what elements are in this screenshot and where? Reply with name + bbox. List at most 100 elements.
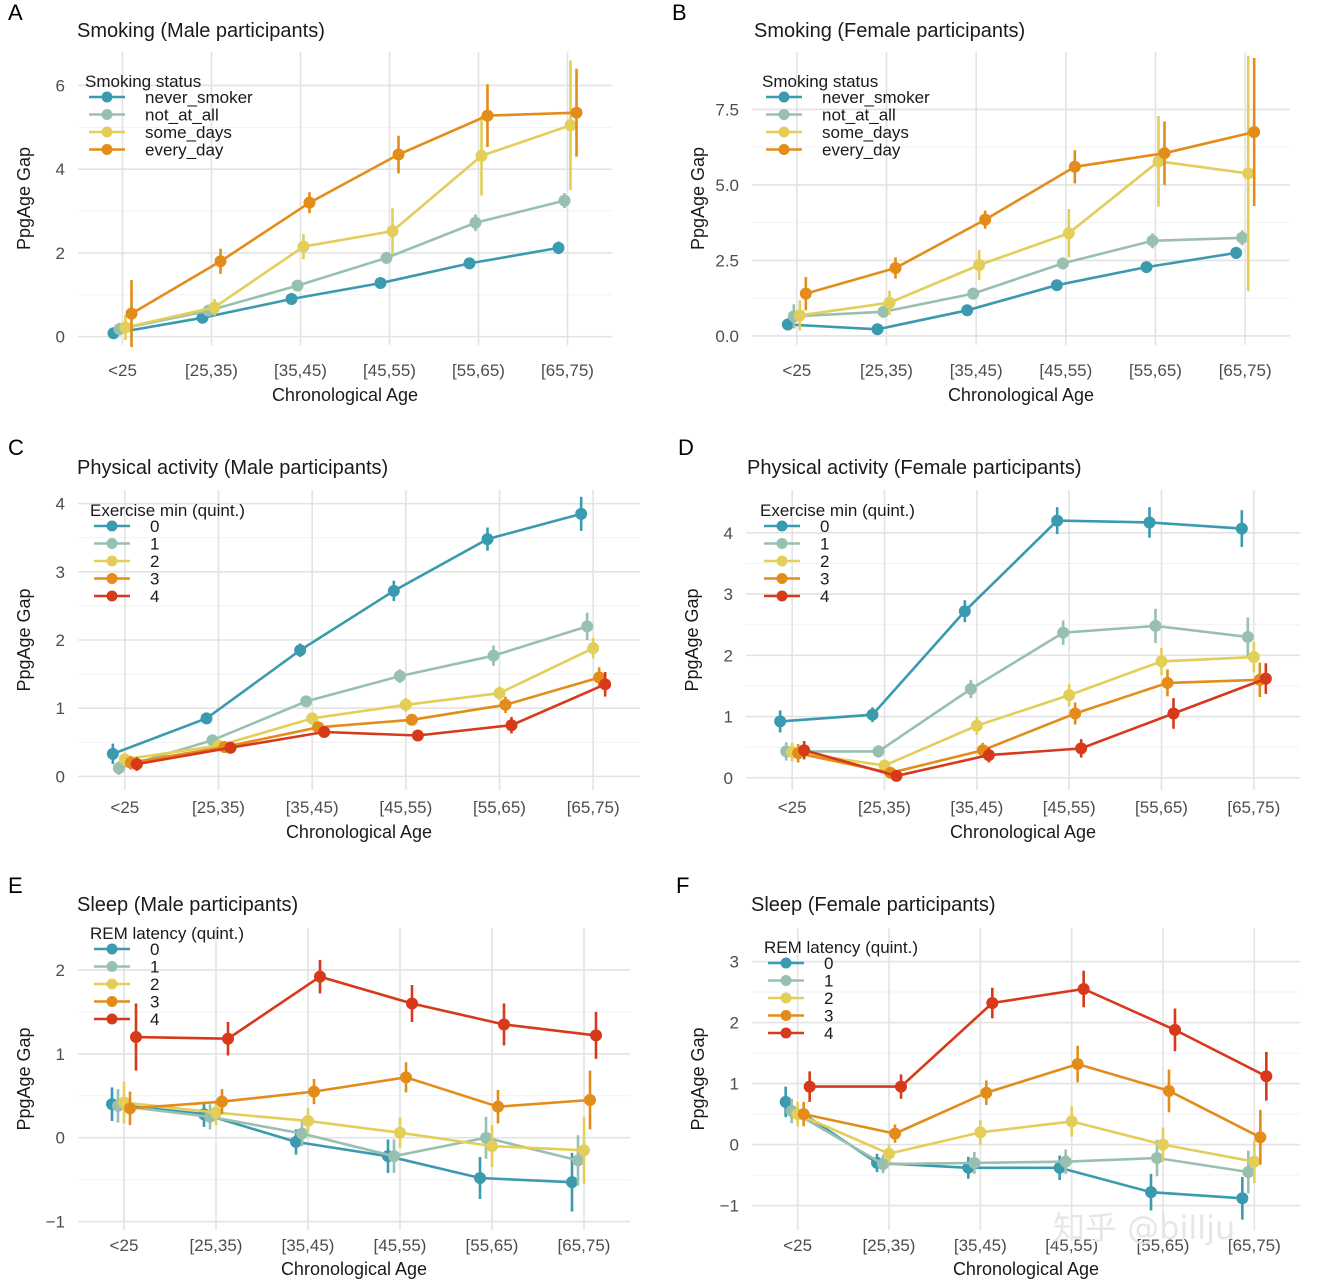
- data-point: [964, 682, 977, 695]
- data-point: [125, 307, 138, 320]
- x-tick-label: [65,75): [567, 798, 620, 817]
- data-point: [392, 148, 405, 161]
- series-line: [123, 1101, 585, 1152]
- series-2: [791, 1101, 1261, 1184]
- legend-title: REM latency (quint.): [764, 938, 918, 957]
- data-point: [1057, 626, 1070, 639]
- legend-item-label: 0: [150, 940, 159, 959]
- data-point: [1235, 522, 1248, 535]
- data-point: [290, 1135, 302, 1148]
- y-tick-label: 5.0: [715, 176, 739, 195]
- data-point: [318, 726, 331, 739]
- data-point: [599, 678, 612, 691]
- data-point: [1236, 1192, 1249, 1205]
- data-point: [380, 251, 393, 264]
- data-point: [493, 687, 506, 700]
- y-tick-label: 1: [56, 1045, 65, 1064]
- x-tick-label: [55,65): [1129, 361, 1182, 380]
- legend-item-label: never_smoker: [822, 88, 930, 107]
- data-point: [306, 712, 319, 725]
- x-tick-label: [25,35): [185, 361, 238, 380]
- x-axis-label: Chronological Age: [948, 385, 1094, 405]
- data-point: [1050, 279, 1063, 292]
- data-point: [883, 1147, 895, 1160]
- y-tick-label: 0.0: [715, 327, 739, 346]
- legend-item-label: 4: [820, 587, 829, 606]
- x-tick-label: [45,55): [1045, 1236, 1098, 1255]
- data-point: [1259, 672, 1272, 685]
- data-point: [393, 670, 406, 683]
- series-line: [797, 678, 1260, 775]
- data-point: [877, 1158, 889, 1171]
- panel-title: Smoking (Male participants): [77, 20, 325, 42]
- series-line: [803, 677, 1267, 778]
- data-point: [296, 1127, 308, 1140]
- legend-item-label: 0: [824, 954, 833, 973]
- data-point: [405, 713, 418, 726]
- series-not_at_all: [113, 193, 571, 336]
- data-point: [222, 1032, 234, 1045]
- series-never_smoker: [107, 241, 565, 340]
- data-point: [1163, 1084, 1175, 1097]
- series-line: [797, 1112, 1255, 1163]
- y-tick-label: 3: [724, 585, 733, 604]
- data-point: [406, 997, 418, 1010]
- data-point: [1167, 707, 1180, 720]
- data-point: [895, 1080, 907, 1093]
- data-point: [575, 507, 588, 520]
- legend-key-point: [101, 144, 113, 155]
- series-0: [779, 1086, 1249, 1220]
- data-point: [486, 1140, 498, 1153]
- panel-letter: A: [8, 0, 23, 25]
- x-tick-label: <25: [110, 798, 139, 817]
- data-point: [967, 287, 980, 300]
- legend-item-label: never_smoker: [145, 88, 253, 107]
- data-point: [130, 1031, 142, 1044]
- series-4: [130, 672, 612, 771]
- legend-key-point: [106, 943, 118, 955]
- series-line: [791, 1109, 1249, 1174]
- legend-key-point: [780, 957, 792, 969]
- series-4: [798, 663, 1272, 782]
- data-point: [799, 287, 812, 300]
- data-point: [208, 301, 221, 314]
- x-axis-label: Chronological Age: [286, 822, 432, 842]
- data-point: [106, 747, 119, 760]
- panel-letter: B: [672, 0, 687, 25]
- data-point: [386, 225, 399, 238]
- panel-b: 0.0 2.5 5.0 7.5 <25 [25,35) [35,45) [45,55) [55,…: [672, 0, 1290, 405]
- x-axis-label: Chronological Age: [281, 1259, 427, 1279]
- data-point: [982, 749, 995, 762]
- series-line: [113, 246, 559, 335]
- series-line: [118, 625, 588, 770]
- x-tick-label: [35,45): [282, 1236, 335, 1255]
- data-point: [570, 106, 583, 119]
- legend-key-point: [778, 109, 790, 120]
- series-line: [787, 251, 1237, 331]
- series-not_at_all: [787, 230, 1249, 329]
- y-tick-label: 7.5: [715, 100, 739, 119]
- data-point: [314, 970, 326, 983]
- legend-item-label: 2: [824, 989, 833, 1008]
- series-line: [111, 1102, 573, 1184]
- data-point: [492, 1100, 504, 1113]
- x-tick-label: [45,55): [374, 1236, 427, 1255]
- data-point: [581, 620, 594, 633]
- x-tick-label: [35,45): [950, 798, 1003, 817]
- data-point: [1230, 246, 1243, 259]
- legend-key-point: [778, 126, 790, 138]
- series-line: [130, 676, 600, 764]
- y-tick-label: 1: [724, 708, 733, 727]
- legend-key-point: [780, 975, 792, 986]
- legend-key-point: [106, 961, 118, 972]
- legend-key-point: [106, 1013, 118, 1025]
- legend-key-point: [778, 144, 790, 155]
- data-point: [779, 1095, 792, 1108]
- data-point: [1241, 630, 1254, 643]
- legend-title: Exercise min (quint.): [90, 501, 245, 520]
- legend-key-point: [776, 590, 788, 602]
- series-0: [106, 496, 588, 765]
- y-axis-label: PpgAge Gap: [14, 1027, 34, 1130]
- x-tick-label: [35,45): [954, 1236, 1007, 1255]
- legend-title: Smoking status: [762, 72, 878, 91]
